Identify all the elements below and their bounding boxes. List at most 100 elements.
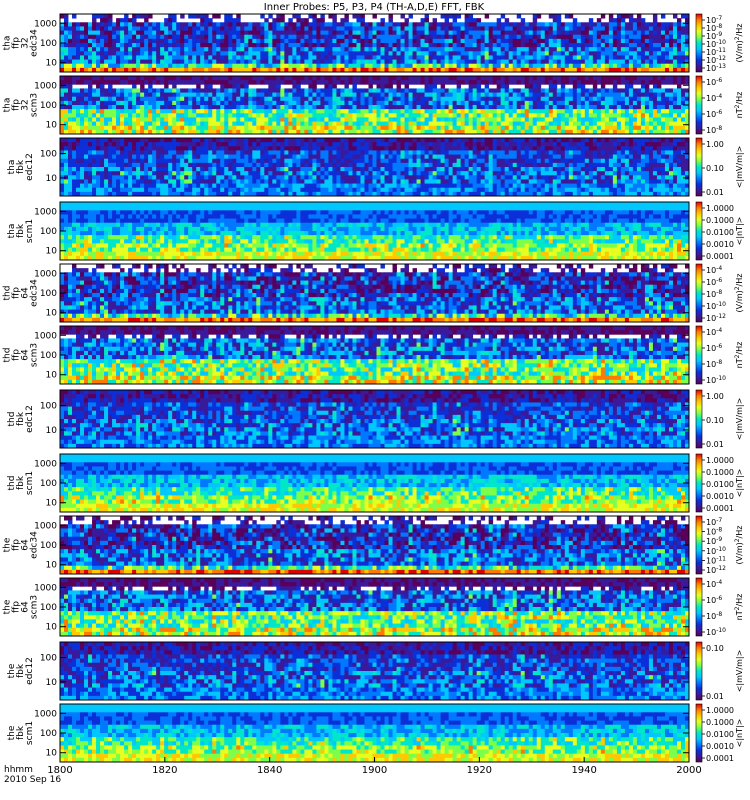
y-tick-label: 1000: [34, 459, 57, 469]
panel-name: the fbk scm1: [7, 721, 35, 745]
colorbar-tick-label: 0.0100: [706, 228, 734, 237]
panel-name: thd fbk edc12: [7, 405, 35, 433]
y-tick-label: 10: [46, 678, 58, 688]
panel-name: tha ffp 32 edc34: [3, 29, 40, 57]
spectrogram-cells: [60, 516, 689, 574]
panel-name-line: edc34: [30, 531, 40, 559]
y-tick-label: 10: [46, 499, 58, 509]
colorbar-unit: <|nT|>: [735, 217, 744, 246]
panel-4: tha fbk scm11000100101.00000.10000.01000.0…: [7, 202, 744, 261]
colorbar-tick-label: 10-10: [706, 301, 726, 311]
spectrogram-cells: [60, 138, 689, 196]
colorbar-tick-label: 10-7: [706, 517, 722, 527]
spectrogram-cells: [60, 264, 689, 322]
colorbar-tick-label: 10-8: [706, 527, 722, 537]
spectrogram-cells: [60, 454, 689, 512]
colorbar-tick-label: 0.01: [706, 188, 724, 197]
y-tick-label: 100: [40, 289, 57, 299]
colorbar-unit: (V/m)2/Hz: [734, 24, 744, 63]
colorbar: [696, 642, 702, 700]
spectrogram-cells: [60, 642, 689, 700]
colorbar-tick-label: 10-4: [706, 93, 722, 103]
y-tick-label: 10: [46, 309, 58, 319]
y-tick-label: 1000: [34, 269, 57, 279]
colorbar-tick-label: 0.0001: [706, 504, 734, 513]
colorbar-tick-label: 0.1000: [706, 718, 734, 727]
colorbar-tick-label: 10-6: [706, 77, 722, 87]
colorbar-tick-label: 0.10: [706, 416, 724, 425]
colorbar-tick-label: 10-13: [706, 63, 726, 73]
colorbar-tick-label: 10-9: [706, 536, 722, 546]
colorbar: [696, 516, 702, 574]
panel-12: the fbk scm11000100101.00000.10000.01000.0…: [7, 704, 744, 763]
panel-name-line: edc12: [25, 153, 35, 181]
x-tick-label: 1920: [467, 765, 492, 776]
panel-name-line: edc34: [30, 279, 40, 307]
x-tick-label: 1820: [152, 765, 177, 776]
y-tick-label: 100: [40, 39, 57, 49]
spectrogram-cells: [60, 390, 689, 448]
y-tick-label: 10: [46, 371, 58, 381]
colorbar-unit: <|mV/m|>: [735, 398, 744, 441]
panel-name: thd ffp 64 edc34: [3, 279, 40, 307]
colorbar-tick-label: 10-8: [706, 125, 722, 135]
x-axis-footer: hhmm: [4, 765, 33, 775]
y-tick-label: 1000: [34, 207, 57, 217]
colorbar-unit: nT2/Hz: [734, 594, 744, 621]
colorbar: [696, 14, 702, 72]
colorbar: [696, 454, 702, 512]
panel-9: the ffp 64 edc3410001001010-710-810-910-101…: [3, 516, 745, 575]
colorbar-tick-label: 10-8: [706, 289, 722, 299]
y-tick-label: 100: [40, 227, 57, 237]
colorbar-unit: (V/m)2/Hz: [734, 526, 744, 565]
x-tick-label: 1900: [362, 765, 387, 776]
x-tick-label: 1940: [571, 765, 596, 776]
colorbar-tick-label: 0.0001: [706, 754, 734, 763]
panel-name: the fbk edc12: [7, 657, 35, 685]
y-tick-label: 1000: [34, 19, 57, 29]
colorbar-tick-label: 1.0000: [706, 456, 734, 465]
colorbar-tick-label: 1.0000: [706, 204, 734, 213]
y-tick-label: 100: [40, 479, 57, 489]
y-tick-label: 100: [40, 101, 57, 111]
colorbar-tick-label: 0.0100: [706, 730, 734, 739]
y-tick-label: 1000: [34, 521, 57, 531]
colorbar-tick-label: 10-4: [706, 327, 722, 337]
y-tick-label: 100: [40, 603, 57, 613]
y-tick-label: 1000: [34, 331, 57, 341]
spectrogram-cells: [60, 202, 689, 260]
x-tick-label: 1840: [257, 765, 282, 776]
colorbar-tick-label: 10-6: [706, 343, 722, 353]
colorbar: [696, 704, 702, 762]
y-tick-label: 10: [46, 59, 58, 69]
y-tick-label: 1000: [34, 81, 57, 91]
colorbar: [696, 326, 702, 384]
y-tick-label: 1000: [34, 583, 57, 593]
colorbar-unit: nT2/Hz: [734, 342, 744, 369]
y-tick-label: 100: [40, 541, 57, 551]
colorbar: [696, 390, 702, 448]
panel-name-line: scm1: [25, 471, 35, 495]
panel-8: thd fbk scm11000100101.00000.10000.01000.0…: [7, 454, 744, 513]
colorbar-tick-label: 0.01: [706, 692, 724, 701]
panel-name-line: scm3: [30, 343, 40, 367]
colorbar-tick-label: 10-11: [706, 555, 726, 565]
colorbar-tick-label: 0.1000: [706, 216, 734, 225]
panel-1: tha ffp 32 edc3410001001010-710-810-910-101…: [3, 14, 745, 73]
y-tick-label: 1000: [34, 709, 57, 719]
panel-5: thd ffp 64 edc3410001001010-410-610-810-101…: [3, 264, 745, 323]
panel-name-line: scm3: [30, 595, 40, 619]
y-tick-label: 100: [40, 729, 57, 739]
colorbar-unit: <|mV/m|>: [735, 146, 744, 189]
colorbar-tick-label: 0.1000: [706, 468, 734, 477]
colorbar-tick-label: 1.00: [706, 392, 724, 401]
colorbar-tick-label: 0.10: [706, 164, 724, 173]
colorbar-tick-label: 0.10: [706, 644, 724, 653]
colorbar: [696, 76, 702, 134]
panel-name-line: edc12: [25, 657, 35, 685]
colorbar-unit: nT2/Hz: [734, 92, 744, 119]
colorbar-tick-label: 10-12: [706, 565, 726, 575]
colorbar-tick-label: 1.00: [706, 140, 724, 149]
